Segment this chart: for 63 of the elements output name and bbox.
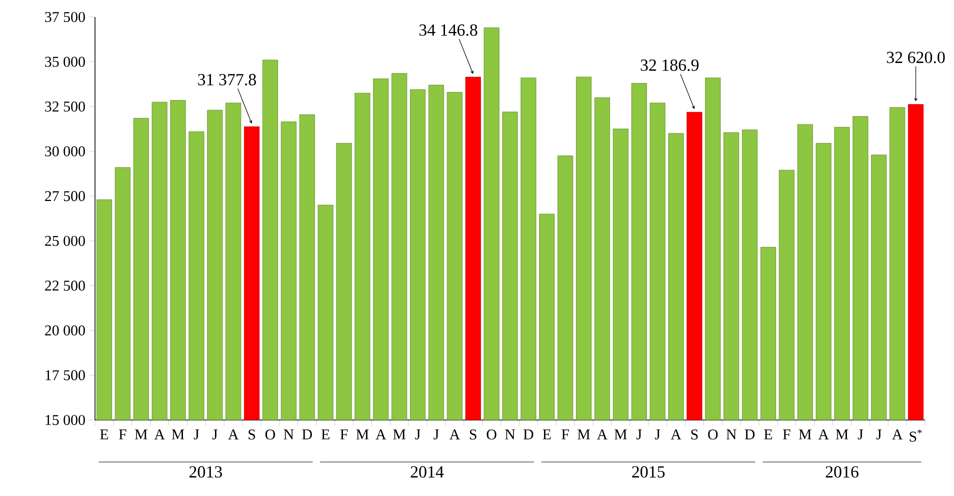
- x-tick-label: M: [172, 430, 184, 440]
- x-tick-label: F: [782, 430, 790, 440]
- data-label: 32 186.9: [640, 59, 699, 71]
- x-tick-label: J: [876, 430, 882, 440]
- x-tick-label: A: [154, 430, 165, 440]
- y-tick-label: 15 000: [46, 414, 85, 426]
- x-tick-label: D: [523, 430, 534, 440]
- y-tick-label: 17 500: [46, 370, 85, 380]
- x-tick-label: E: [542, 430, 551, 440]
- text: 2015: [632, 466, 665, 478]
- x-tick-label: A: [596, 430, 608, 440]
- x-tick-label: S$^{*}$: [910, 430, 922, 442]
- x-tick-label: M: [836, 430, 848, 440]
- x-tick-label: M: [578, 430, 590, 440]
- x-tick-label: J: [212, 430, 218, 440]
- text: 2013: [189, 466, 222, 478]
- x-tick-label: M: [798, 430, 812, 440]
- x-tick-label: M: [614, 430, 627, 440]
- y-tick-label: 25 000: [45, 236, 85, 246]
- x-tick-label: S: [248, 430, 256, 440]
- x-tick-label: F: [340, 430, 348, 440]
- x-tick-label: M: [134, 430, 148, 440]
- x-tick-label: E: [764, 430, 772, 440]
- data-label: 31 377.8: [198, 74, 256, 86]
- x-tick-label: J: [194, 430, 200, 440]
- x-tick-label: S: [470, 430, 476, 440]
- x-tick-label: J: [636, 430, 642, 440]
- x-tick-label: J: [654, 430, 660, 440]
- x-tick-label: O: [708, 430, 718, 440]
- x-tick-label: A: [449, 430, 460, 440]
- y-tick-label: 35 000: [45, 56, 85, 67]
- text: 2014: [410, 466, 444, 478]
- x-tick-label: A: [818, 430, 829, 440]
- x-tick-label: O: [265, 430, 276, 440]
- text: 2016: [826, 466, 858, 478]
- x-tick-label: D: [302, 430, 312, 440]
- x-tick-label: F: [118, 430, 126, 440]
- y-tick-label: 32 500: [45, 102, 85, 112]
- y-tick-label: 22 500: [45, 280, 85, 291]
- x-tick-label: M: [356, 430, 369, 440]
- x-tick-label: N: [284, 430, 294, 440]
- x-tick-label: J: [858, 430, 864, 440]
- x-tick-label: M: [393, 430, 406, 440]
- y-tick-label: 27 500: [45, 191, 85, 202]
- x-tick-label: J: [415, 430, 420, 440]
- x-tick-label: A: [376, 430, 386, 440]
- x-tick-label: E: [321, 430, 330, 440]
- x-tick-label: N: [726, 430, 736, 440]
- y-tick-label: 30 000: [45, 146, 85, 156]
- y-tick-label: 37 500: [45, 12, 85, 22]
- x-tick-label: N: [505, 430, 516, 440]
- x-tick-label: D: [744, 430, 755, 440]
- x-tick-label: A: [892, 430, 903, 440]
- x-tick-label: E: [100, 430, 108, 440]
- y-tick-label: 20 000: [45, 325, 85, 336]
- x-tick-label: J: [434, 430, 439, 440]
- data-label: 34 146.8: [419, 24, 478, 36]
- x-tick-label: A: [670, 430, 682, 440]
- data-label: 32 620.0: [886, 52, 945, 64]
- x-tick-label: A: [228, 430, 239, 440]
- x-tick-label: F: [562, 430, 569, 440]
- x-tick-label: O: [486, 430, 496, 440]
- x-tick-label: S: [691, 430, 698, 440]
